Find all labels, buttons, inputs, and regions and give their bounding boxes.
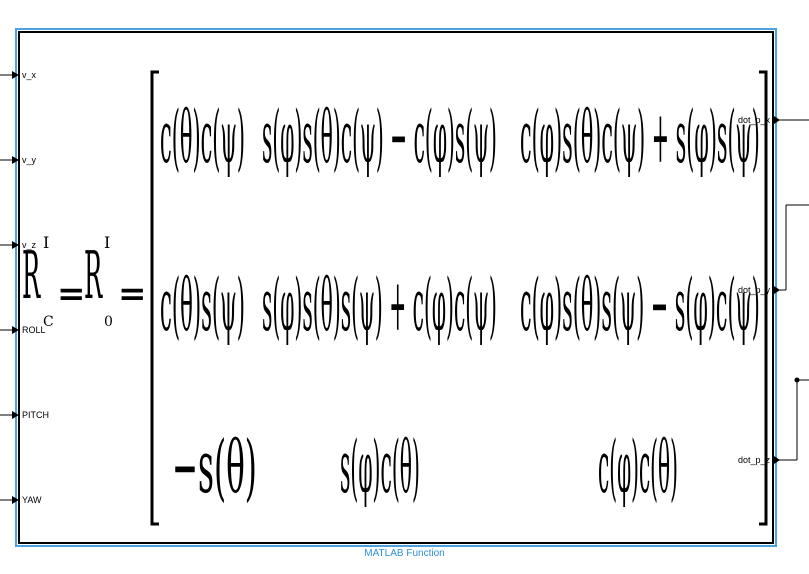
matrix-cell-r3-c2: s(φ)c(θ) <box>340 427 420 510</box>
input-label-v-z: v_z <box>22 240 37 250</box>
branch-point <box>794 377 800 383</box>
equals-sign-2: = <box>118 274 147 314</box>
matrix-cell-r2-c3: c(φ)s(θ)s(ψ) − s(φ)c(ψ) <box>520 265 760 348</box>
matrix-cell-r3-c3: c(φ)c(θ) <box>598 427 678 510</box>
output-label-dot-p-x: dot_p_x <box>738 115 771 125</box>
matrix-cell-r1-c3: c(φ)s(θ)c(ψ) + s(φ)s(ψ) <box>520 97 760 180</box>
middle-subscript: 0 <box>104 314 113 330</box>
input-label-yaw: YAW <box>22 495 42 505</box>
lhs-r-symbol: R <box>22 237 41 314</box>
block-caption: MATLAB Function <box>364 548 445 559</box>
matrix-cell-r3-c1: −s(θ) <box>172 427 257 510</box>
input-port-arrow-3 <box>12 241 19 249</box>
middle-r-symbol: R <box>84 237 103 314</box>
matrix-cell-r1-c2: s(φ)s(θ)c(ψ) − c(φ)s(ψ) <box>262 97 497 180</box>
matrix-cell-r1-c1: c(θ)c(ψ) <box>160 95 245 179</box>
input-label-roll: ROLL <box>22 325 46 335</box>
output-label-dot-p-z: dot_p_z <box>738 455 771 465</box>
input-label-v-x: v_x <box>22 70 37 80</box>
matrix-cell-r2-c2: s(φ)s(θ)s(ψ) + c(φ)c(ψ) <box>262 265 497 348</box>
input-port-arrow-6 <box>12 496 19 504</box>
input-port-arrow-4 <box>12 326 19 334</box>
input-label-pitch: PITCH <box>22 410 49 420</box>
input-port-arrow-1 <box>12 71 19 79</box>
matrix-brackets <box>150 70 768 526</box>
output-label-dot-p-y: dot_p_y <box>738 285 771 295</box>
equals-sign-1: = <box>57 274 86 314</box>
input-port-arrow-2 <box>12 156 19 164</box>
output-wires[interactable] <box>774 116 809 464</box>
matlab-function-block[interactable] <box>18 31 774 544</box>
lhs-subscript: C <box>43 314 54 330</box>
equation-lhs: R I C = R I 0 = <box>22 233 147 330</box>
input-port-arrow-5 <box>12 411 19 419</box>
lhs-superscript: I <box>43 233 49 252</box>
input-label-v-y: v_y <box>22 155 37 165</box>
middle-superscript: I <box>104 233 110 252</box>
rotation-matrix: c(θ)c(ψ) s(φ)s(θ)c(ψ) − c(φ)s(ψ) c(φ)s(θ)c… <box>160 95 760 510</box>
matrix-cell-r2-c1: c(θ)s(ψ) <box>160 264 245 348</box>
input-arrows <box>0 71 19 504</box>
